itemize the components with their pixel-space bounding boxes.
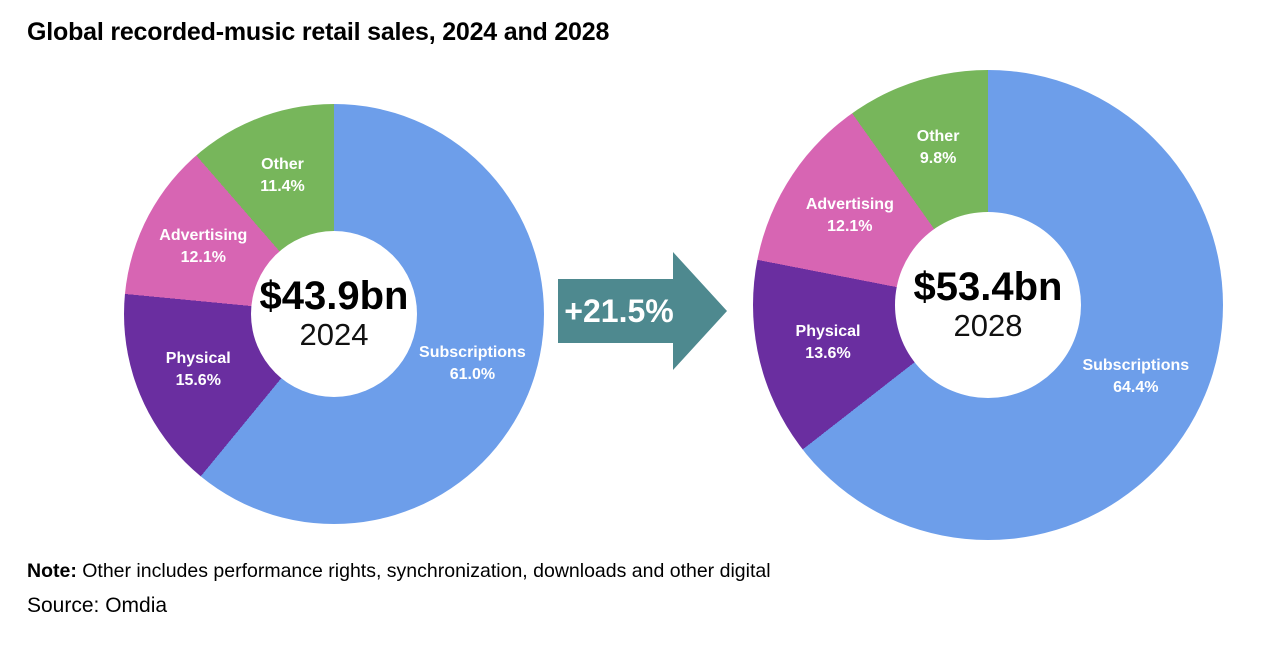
slice-label-other: Other 11.4% — [260, 154, 304, 198]
slice-percent: 12.1% — [180, 248, 226, 266]
slice-label-advertising: Advertising 12.1% — [159, 225, 247, 269]
growth-percentage-label: +21.5% — [564, 292, 674, 329]
growth-arrow — [558, 252, 727, 370]
slice-name: Physical — [165, 350, 231, 368]
source-text: Source: Omdia — [27, 594, 168, 617]
slice-name: Advertising — [805, 195, 894, 213]
slice-label-subscriptions: Subscriptions 61.0% — [419, 342, 526, 386]
donut-2028-center: $53.4bn 2028 — [895, 212, 1081, 398]
chart-title: Global recorded-music retail sales, 2024… — [27, 18, 610, 46]
slice-name: Other — [916, 128, 960, 146]
slice-percent: 9.8% — [919, 150, 957, 168]
slice-label-physical: Physical 13.6% — [796, 321, 861, 365]
slice-label-physical: Physical 15.6% — [166, 348, 231, 392]
slice-label-other: Other 9.8% — [917, 126, 960, 170]
slice-percent: 12.1% — [827, 217, 873, 235]
note-text: Note: Other includes performance rights,… — [27, 560, 771, 583]
slice-percent: 61.0% — [449, 365, 496, 383]
slice-percent: 13.6% — [805, 345, 851, 363]
slice-percent: 64.4% — [1113, 379, 1159, 397]
slice-label-advertising: Advertising 12.1% — [806, 194, 894, 238]
slice-name: Physical — [795, 323, 861, 341]
slice-name: Subscriptions — [419, 343, 526, 361]
donut-2024-total-value: $43.9bn — [259, 274, 409, 319]
slice-percent: 11.4% — [260, 178, 305, 196]
slice-label-subscriptions: Subscriptions 64.4% — [1082, 355, 1189, 399]
donut-2024-center: $43.9bn 2024 — [251, 231, 417, 397]
slice-percent: 15.6% — [175, 372, 221, 390]
growth-arrow-shape — [558, 252, 727, 370]
donut-2024-year-label: 2024 — [299, 317, 369, 353]
donut-2028-year-label: 2028 — [953, 308, 1023, 344]
slice-name: Advertising — [159, 226, 248, 244]
note-body: Other includes performance rights, synch… — [76, 560, 771, 582]
note-prefix: Note: — [27, 560, 77, 582]
slice-name: Other — [261, 156, 304, 174]
slice-name: Subscriptions — [1082, 357, 1190, 375]
donut-chart-2024: $43.9bn 2024 Subscriptions 61.0% Physical 1… — [124, 104, 544, 524]
donut-2028-total-value: $53.4bn — [913, 265, 1063, 310]
donut-chart-2028: $53.4bn 2028 Subscriptions 64.4% Physical 1… — [753, 70, 1223, 540]
